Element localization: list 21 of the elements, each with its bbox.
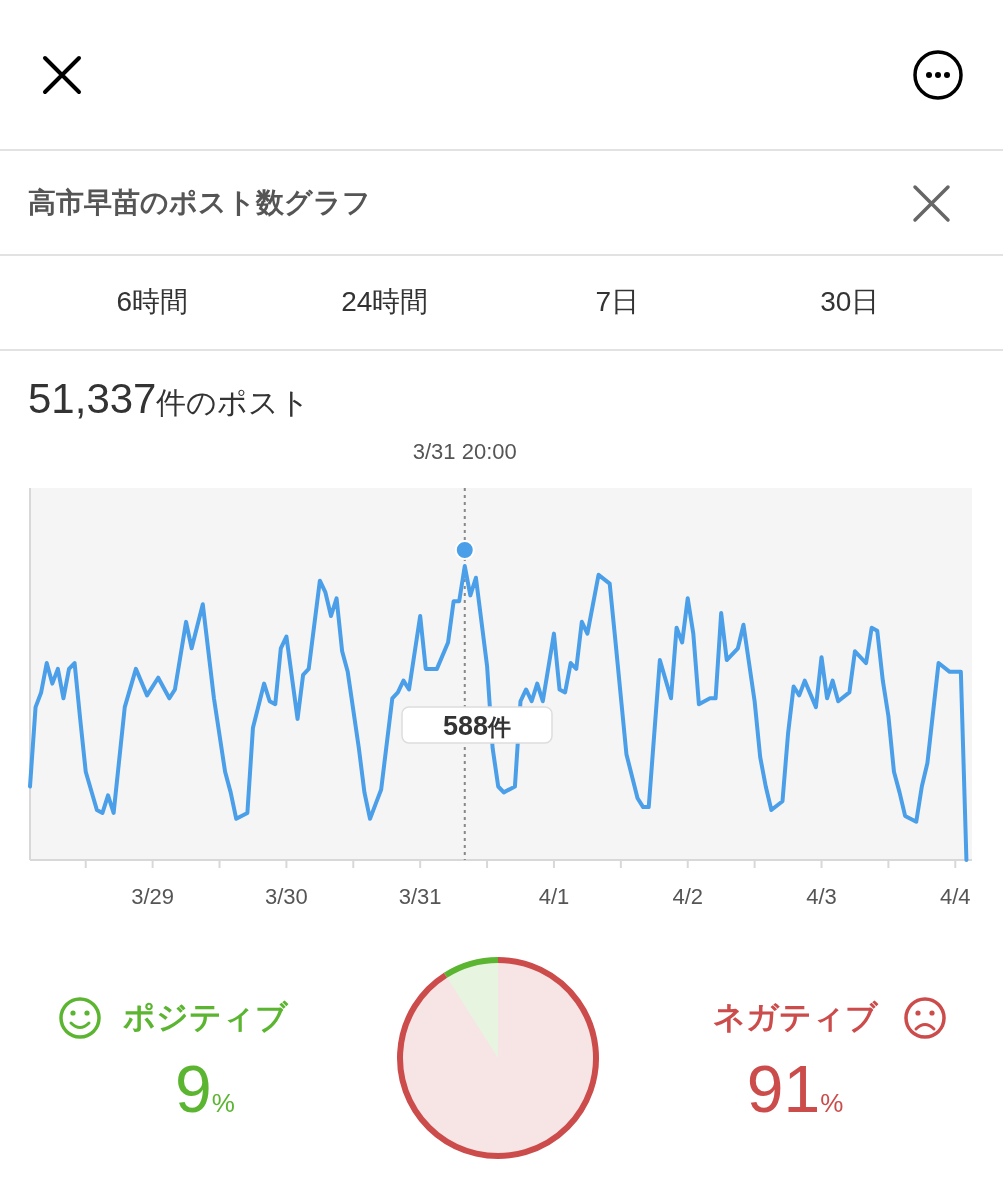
text: 7日 <box>595 286 640 317</box>
legend-label: ポジティブ <box>122 999 289 1035</box>
pie-slice <box>445 960 498 1058</box>
data-label: 91% <box>746 1052 844 1126</box>
text: 30日 <box>820 286 880 317</box>
x-tick-label: 3/31 <box>398 884 442 909</box>
text: 高市早苗のポスト数グラフ <box>28 187 371 218</box>
chart-title: 51,337件のポスト <box>28 375 311 422</box>
x-tick-label: 3/30 <box>264 884 308 909</box>
slice-label: ネガティブ <box>712 999 879 1035</box>
x-tick-label: 4/1 <box>538 884 570 909</box>
pie-slice <box>397 957 599 1159</box>
ref-line-label: 3/31 20:00 <box>412 439 517 464</box>
x-tick-label: 4/3 <box>806 884 837 909</box>
text: 6時間 <box>116 286 189 317</box>
x-tick-label: 3/29 <box>131 884 175 909</box>
text: 24時間 <box>341 286 429 317</box>
annotation: 588件 <box>442 711 512 741</box>
data-label: 9% <box>175 1052 235 1126</box>
x-tick-label: 4/4 <box>939 884 971 909</box>
x-tick-label: 4/2 <box>672 884 704 909</box>
